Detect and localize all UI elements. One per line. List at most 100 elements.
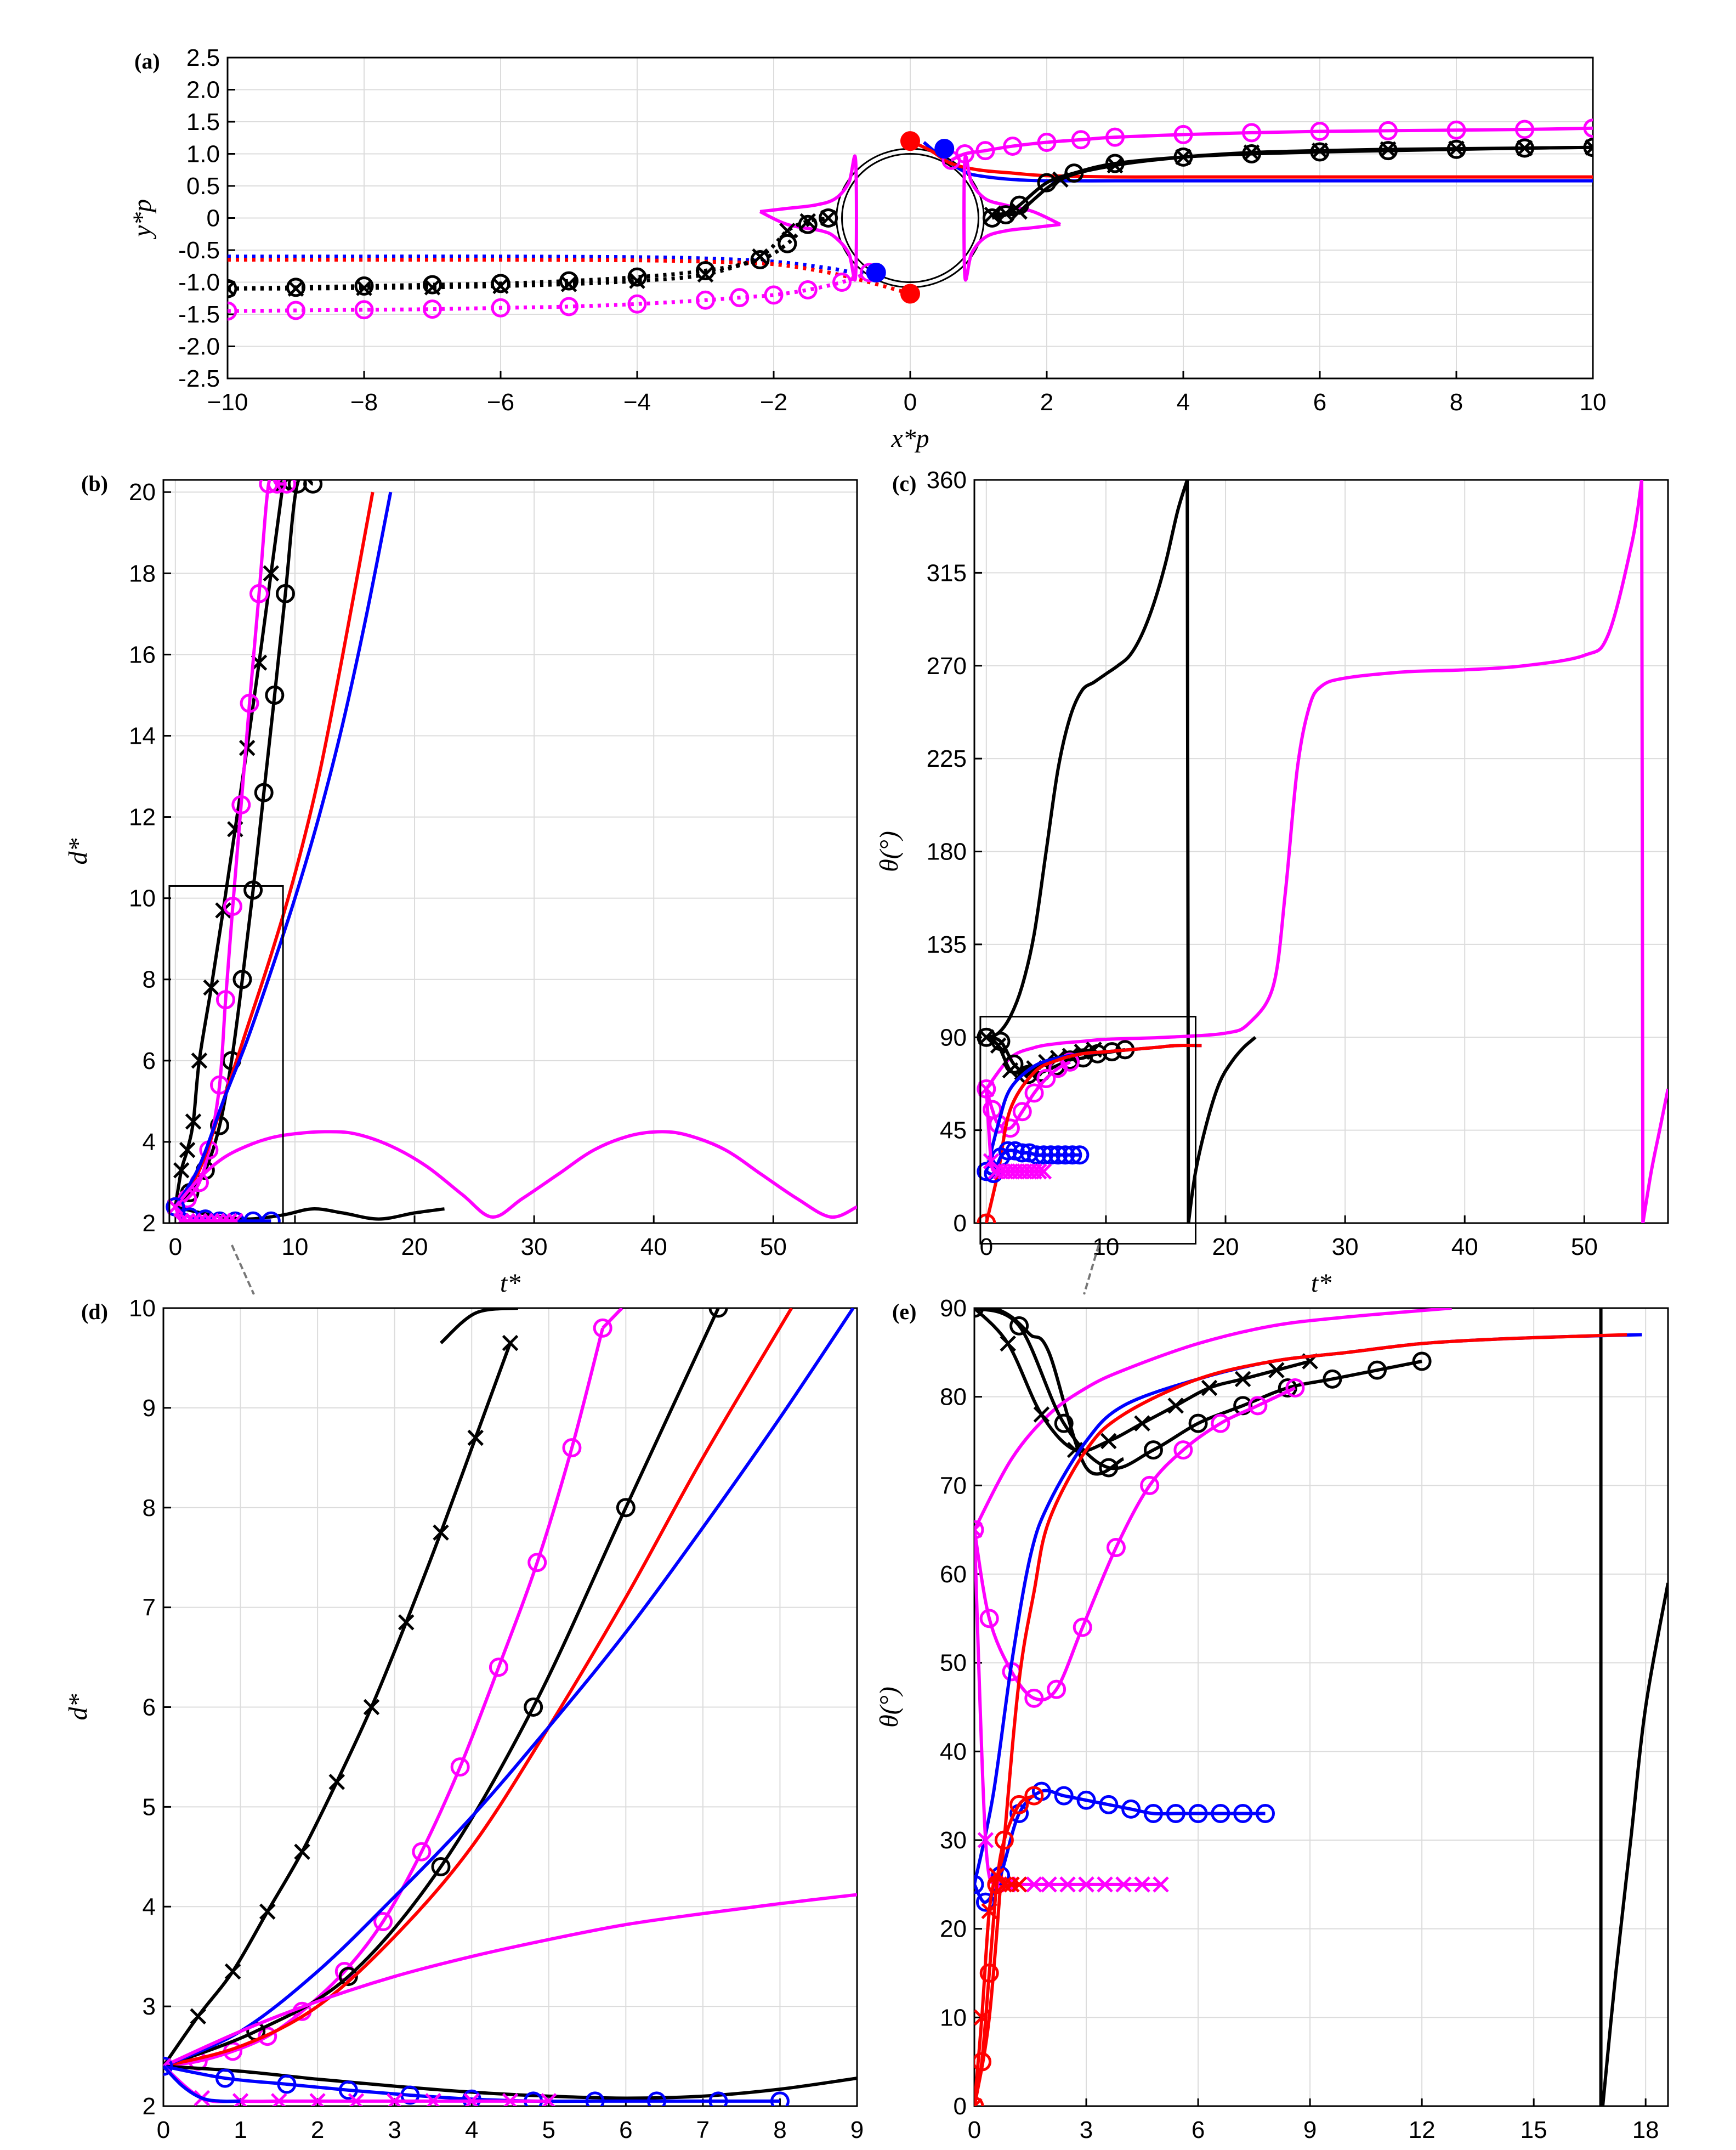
y-tick-label: 70 (940, 1472, 967, 1499)
x-tick-label: 40 (1451, 1234, 1478, 1260)
marker-circle (819, 208, 838, 228)
x-tick-label: 30 (521, 1234, 548, 1260)
marker-circle (998, 1141, 1018, 1161)
x-tick-label: −10 (207, 389, 248, 416)
x-tick-label: 20 (401, 1234, 428, 1260)
y-tick-label: 2 (143, 2093, 156, 2120)
y-tick-label: 8 (143, 1495, 156, 1521)
marker-circle (1037, 132, 1057, 152)
marker-cross (974, 2098, 983, 2106)
x-tick-label: 3 (1080, 2117, 1093, 2143)
x-tick-label: 50 (760, 1234, 787, 1260)
marker-circle (303, 480, 323, 494)
marker-circle (991, 1032, 1011, 1051)
marker-circle (708, 1308, 728, 1318)
marker-cross (1011, 1876, 1028, 1893)
series-red-circle (974, 1794, 1035, 2106)
y-tick-label: 1.5 (186, 109, 220, 135)
marker-circle (1515, 120, 1534, 139)
marker-circle (1105, 127, 1125, 147)
marker-circle (1024, 1786, 1044, 1806)
x-axis-label: t* (500, 1269, 520, 1298)
marker-cross (219, 1213, 231, 1223)
y-tick-label: 6 (143, 1048, 156, 1074)
marker-circle (228, 301, 237, 321)
marker-circle (1071, 130, 1091, 150)
series-magenta-circle (163, 1327, 605, 2068)
marker-circle (1310, 142, 1330, 162)
x-tick-label: 6 (1192, 2117, 1205, 2143)
marker-cross (974, 1527, 983, 1538)
marker-circle (412, 1842, 432, 1862)
marker-circle (974, 2052, 992, 2072)
y-tick-label: 4 (143, 1893, 156, 1920)
marker-circle (423, 275, 442, 295)
y-axis-label: d* (64, 839, 93, 865)
marker-cross (1041, 1876, 1057, 1893)
marker-cross (990, 1037, 1007, 1054)
marker-cross (231, 1213, 243, 1223)
marker-circle (1064, 163, 1084, 183)
y-axis-label: θ(°) (875, 1687, 904, 1728)
marker-cross (1167, 1398, 1184, 1414)
marker-circle (1073, 1617, 1092, 1637)
marker-cross (1100, 1433, 1117, 1450)
marker-cross (1031, 1163, 1047, 1180)
panel-label: (e) (892, 1299, 916, 1324)
x-tick-label: 3 (388, 2117, 401, 2143)
marker-cross (1234, 1371, 1251, 1388)
marker-cross (163, 2058, 172, 2068)
y-axis-label: d* (64, 1694, 93, 1721)
y-tick-label: 50 (940, 1650, 967, 1677)
y-tick-label: 6 (143, 1694, 156, 1721)
marker-point (900, 284, 920, 304)
marker-cross (1000, 1335, 1016, 1352)
marker-cross (983, 1153, 1000, 1169)
marker-cross (697, 266, 714, 283)
marker-cross (259, 1903, 276, 1920)
panel-label: (d) (81, 1299, 108, 1324)
marker-cross (1078, 1876, 1094, 1893)
y-tick-label: 10 (129, 1295, 156, 1322)
y-tick-label: 90 (940, 1295, 967, 1322)
marker-circle (1047, 1679, 1066, 1699)
marker-cross (215, 902, 231, 919)
marker-circle (1143, 1804, 1163, 1823)
marker-cross (228, 286, 236, 297)
marker-circle (1378, 121, 1398, 140)
y-tick-label: 0 (207, 205, 220, 232)
series-black-cross-lower (228, 216, 829, 291)
plot-area (974, 1308, 1668, 2106)
marker-cross (228, 280, 236, 291)
marker-circle (163, 2056, 173, 2076)
marker-cross (1003, 1876, 1020, 1893)
marker-cross (203, 979, 220, 996)
y-tick-label: 10 (129, 885, 156, 912)
marker-cross (224, 1963, 241, 1980)
series-red-upper (909, 139, 1593, 179)
marker-circle (1583, 118, 1593, 138)
marker-circle (1060, 1052, 1080, 1072)
marker-circle (559, 271, 578, 291)
marker-circle (240, 693, 259, 713)
marker-cross (1059, 1876, 1076, 1893)
y-tick-label: 16 (129, 641, 156, 668)
marker-cross (173, 1162, 190, 1179)
y-tick-label: 12 (129, 804, 156, 831)
marker-circle (696, 261, 715, 280)
y-tick-label: 2.5 (186, 44, 220, 71)
x-tick-label: 20 (1212, 1234, 1239, 1260)
marker-circle (750, 250, 770, 270)
x-tick-label: 0 (904, 389, 917, 416)
y-tick-label: 3 (143, 1993, 156, 2020)
zoom-connector (1083, 1244, 1100, 1295)
marker-circle (730, 288, 750, 308)
marker-circle (215, 990, 235, 1010)
x-tick-label: 6 (619, 2117, 632, 2143)
series-blue-circle (163, 2064, 780, 2103)
marker-circle (354, 300, 374, 320)
marker-cross (195, 1213, 208, 1223)
series-magenta-drop (1640, 480, 1645, 1223)
marker-circle (982, 208, 1002, 228)
